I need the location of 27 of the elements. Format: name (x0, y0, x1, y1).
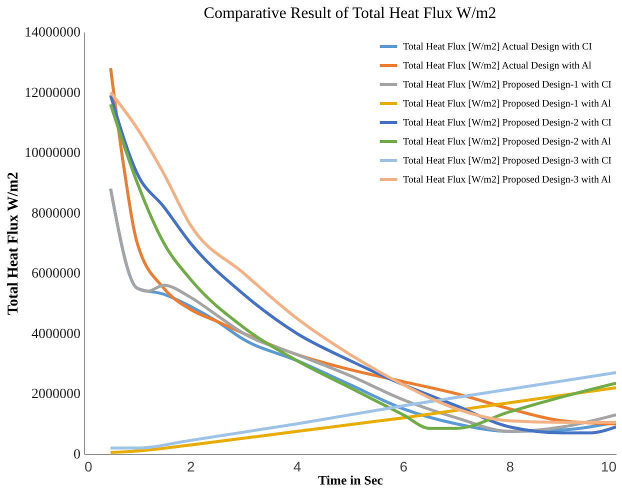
x-tick-label: 10 (600, 458, 617, 474)
legend-label: Total Heat Flux [W/m2] Proposed Design-3 with Al (403, 174, 612, 186)
y-tick-label: 14000000 (24, 26, 80, 40)
line-series (109, 386, 616, 454)
x-tick-label: 4 (293, 458, 302, 474)
chart-title: Comparative Result of Total Heat Flux W/m2 (204, 5, 496, 22)
legend-label: Total Heat Flux [W/m2] Proposed Design-2 with CI (403, 118, 612, 128)
legend-label: Total Heat Flux [W/m2] Actual Design with CI (403, 42, 592, 52)
y-tick-label: 6000000 (32, 266, 80, 282)
y-tick-label: 2000000 (32, 387, 80, 402)
y-tick-label: 4000000 (32, 326, 80, 342)
y-axis-title: Total Heat Flux W/m2 (6, 172, 22, 315)
line-series (109, 371, 616, 450)
y-tick-label: 10000000 (24, 146, 80, 162)
y-tick-label: 0 (74, 448, 80, 462)
x-tick-label: 2 (187, 458, 195, 474)
y-tick-label: 12000000 (24, 86, 80, 101)
x-tick-label: 6 (400, 458, 408, 474)
legend-label: Total Heat Flux [W/m2] Proposed Design-3 with CI (403, 156, 612, 166)
legend-label: Total Heat Flux [W/m2] Proposed Design-2 with Al (403, 136, 612, 148)
legend-label: Total Heat Flux [W/m2] Proposed Design-1 with Al (403, 98, 612, 110)
legend-label: Total Heat Flux [W/m2] Actual Design with Al (403, 60, 592, 72)
x-tick-label: 0 (84, 458, 92, 474)
legend-label: Total Heat Flux [W/m2] Proposed Design-1 with CI (403, 80, 612, 90)
y-tick-label: 8000000 (32, 206, 80, 222)
x-axis-title: Time in Sec (318, 472, 384, 488)
x-tick-label: 8 (506, 458, 514, 474)
